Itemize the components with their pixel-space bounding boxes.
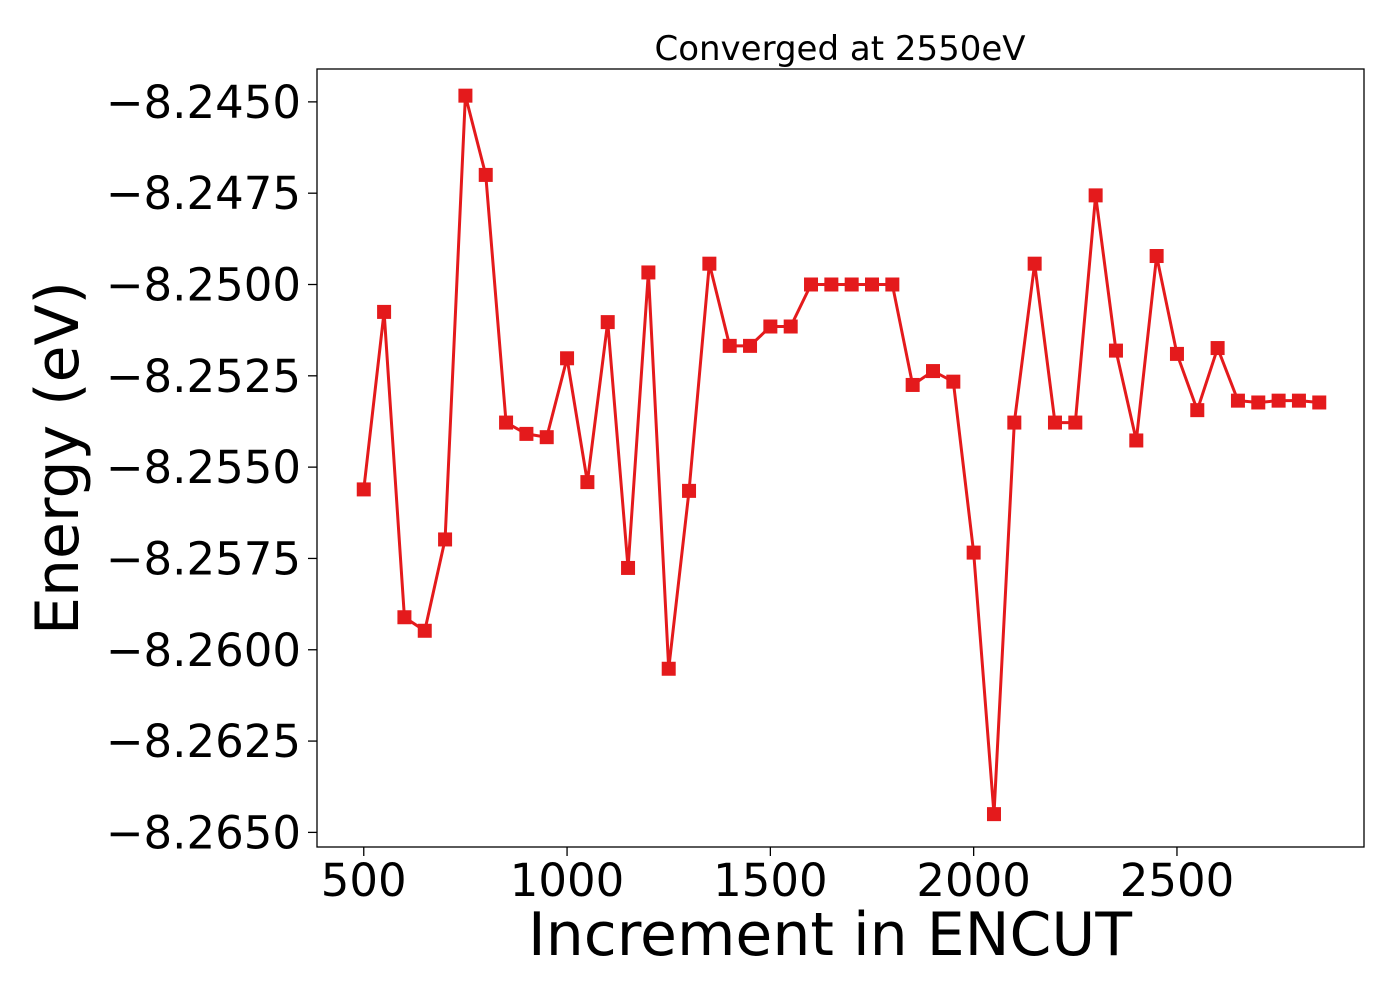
data-point [519,426,534,441]
data-point [1230,393,1245,408]
data-point [1291,393,1306,408]
y-tick-label: −8.2650 [106,806,301,859]
data-point [743,338,758,353]
data-point [804,277,819,292]
energy-series [356,88,1327,822]
data-point [986,807,1001,822]
data-point [1047,415,1062,430]
data-point [438,532,453,547]
data-point [1108,343,1123,358]
y-tick-label: −8.2550 [106,441,301,494]
data-point [417,623,432,638]
data-point [682,483,697,498]
data-point [926,364,940,379]
data-point [499,415,514,430]
chart-title: Converged at 2550eV [654,29,1025,69]
data-point [1088,188,1103,203]
y-axis-label: Energy (eV) [23,281,93,635]
data-point [1068,415,1083,430]
data-point [377,304,392,319]
data-point [1007,415,1022,430]
y-tick-label: −8.2450 [106,76,301,129]
x-tick-label: 500 [321,854,407,907]
y-axis: −8.2450 −8.2475 −8.2500 −8.2525 −8.2550 −8.25… [106,76,317,859]
data-point [1129,433,1144,448]
x-tick-label: 1000 [510,854,625,907]
data-point [702,256,717,271]
data-point [763,319,778,334]
y-tick-label: −8.2625 [106,715,301,768]
x-axis: 500 1000 1500 2000 2500 [321,847,1234,907]
data-point [1169,346,1184,361]
data-point [539,430,554,445]
x-tick-label: 2000 [916,854,1031,907]
y-tick-label: −8.2475 [106,167,301,220]
data-point [641,265,656,280]
x-axis-label: Increment in ENCUT [528,900,1132,970]
data-point [478,167,493,182]
data-point [844,277,859,292]
data-point [600,315,615,330]
data-point [1027,256,1042,271]
data-point [1190,403,1205,418]
data-point [621,560,636,575]
data-point [356,482,371,497]
y-tick-label: −8.2525 [106,350,301,403]
data-point [722,338,737,353]
plot-frame [316,68,1365,848]
data-point [1271,393,1286,408]
data-point [1312,395,1327,410]
data-point [905,377,920,392]
data-point [885,277,900,292]
data-point [1251,395,1266,410]
data-point [783,319,798,334]
data-point [865,277,880,292]
y-tick-label: −8.2575 [106,532,301,585]
data-point [1149,249,1164,264]
data-point [966,545,981,560]
data-point [458,88,473,103]
data-point [824,277,839,292]
y-tick-label: −8.2500 [106,259,301,312]
data-point [661,661,676,676]
data-point [397,610,412,625]
x-tick-label: 2500 [1120,854,1235,907]
x-tick-label: 1500 [713,854,828,907]
data-point [946,374,961,389]
data-point [1210,341,1225,356]
series-line [362,95,1320,815]
data-point [560,351,575,366]
y-tick-label: −8.2600 [106,624,301,677]
data-point [580,475,595,490]
